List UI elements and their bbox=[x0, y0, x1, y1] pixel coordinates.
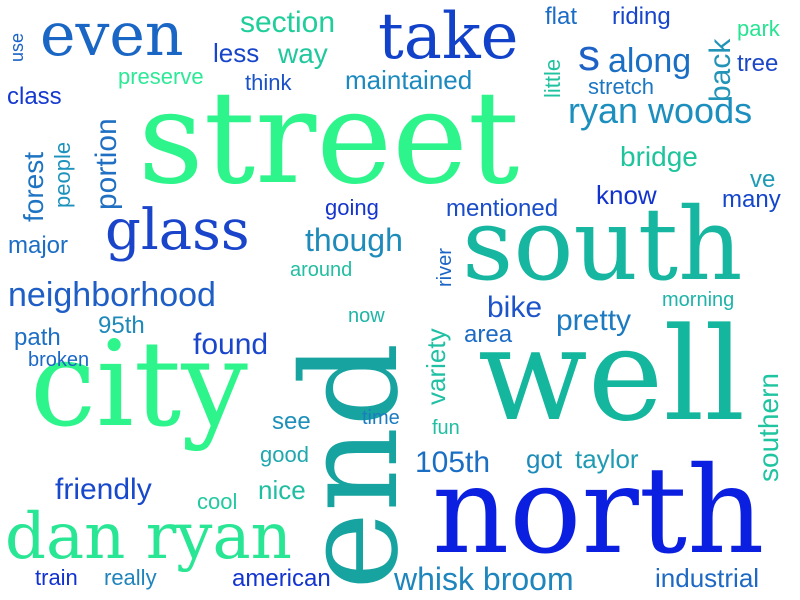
word-way: way bbox=[278, 38, 328, 69]
word-city: city bbox=[30, 315, 248, 453]
word-stretch: stretch bbox=[588, 74, 655, 99]
word-path: path bbox=[14, 324, 61, 351]
word-glass: glass bbox=[105, 198, 250, 263]
word-american: american bbox=[232, 565, 331, 592]
word-morning: morning bbox=[662, 289, 735, 311]
word-area: area bbox=[464, 321, 513, 348]
word-major: major bbox=[8, 232, 69, 259]
word-preserve: preserve bbox=[118, 64, 204, 89]
word-friendly: friendly bbox=[55, 473, 152, 506]
word-well: well bbox=[478, 301, 746, 450]
word-people: people bbox=[50, 141, 75, 208]
word-street: street bbox=[138, 64, 520, 213]
word-got: got bbox=[526, 444, 563, 474]
word-less: less bbox=[213, 38, 260, 68]
word-taylor: taylor bbox=[575, 444, 639, 474]
word-think: think bbox=[245, 70, 292, 95]
word-north: north bbox=[432, 442, 765, 581]
word-train: train bbox=[35, 565, 78, 590]
word-nice: nice bbox=[258, 475, 306, 505]
word-portion: portion bbox=[90, 118, 123, 210]
word-ryan-woods: ryan woods bbox=[568, 90, 753, 131]
word-industrial: industrial bbox=[655, 563, 760, 593]
word-mentioned: mentioned bbox=[446, 195, 559, 222]
word-use: use bbox=[7, 32, 27, 62]
word-though: though bbox=[305, 222, 403, 258]
word-even: even bbox=[40, 0, 184, 70]
word-around: around bbox=[290, 259, 353, 281]
word-river: river bbox=[434, 248, 456, 287]
word-going: going bbox=[325, 195, 379, 220]
word-riding: riding bbox=[612, 3, 671, 30]
word-broken: broken bbox=[28, 349, 90, 371]
word-dan-ryan: dan ryan bbox=[5, 500, 292, 574]
word-variety: variety bbox=[421, 328, 451, 405]
word-cool: cool bbox=[197, 489, 238, 514]
word-105th: 105th bbox=[415, 446, 491, 479]
word-south: south bbox=[462, 186, 743, 303]
word-little: little bbox=[540, 58, 565, 98]
word-neighborhood: neighborhood bbox=[8, 276, 216, 314]
word-ve: ve bbox=[750, 166, 776, 193]
word-take: take bbox=[378, 0, 519, 74]
word-class: class bbox=[7, 83, 62, 110]
word-know: know bbox=[596, 180, 657, 210]
word-maintained: maintained bbox=[345, 65, 473, 95]
word-tree: tree bbox=[737, 50, 779, 77]
word-section: section bbox=[240, 6, 336, 39]
word-fun: fun bbox=[432, 417, 460, 439]
word-park: park bbox=[737, 16, 780, 41]
word-flat: flat bbox=[545, 3, 578, 30]
word-really: really bbox=[104, 565, 157, 590]
word-whisk-broom: whisk broom bbox=[394, 561, 574, 597]
word-good: good bbox=[260, 442, 309, 467]
word-see: see bbox=[272, 408, 311, 435]
word-bike: bike bbox=[487, 291, 543, 324]
word-found: found bbox=[193, 328, 269, 361]
word-forest: forest bbox=[18, 151, 49, 222]
word-s: s bbox=[578, 31, 600, 80]
word-time: time bbox=[362, 407, 400, 429]
word-now: now bbox=[348, 305, 385, 327]
word-bridge: bridge bbox=[620, 141, 698, 172]
word-95th: 95th bbox=[98, 312, 145, 339]
word-along: along bbox=[608, 42, 692, 80]
word-southern: southern bbox=[753, 373, 784, 482]
word-many: many bbox=[722, 186, 781, 213]
word-pretty: pretty bbox=[556, 304, 632, 337]
word-back: back bbox=[704, 38, 737, 102]
